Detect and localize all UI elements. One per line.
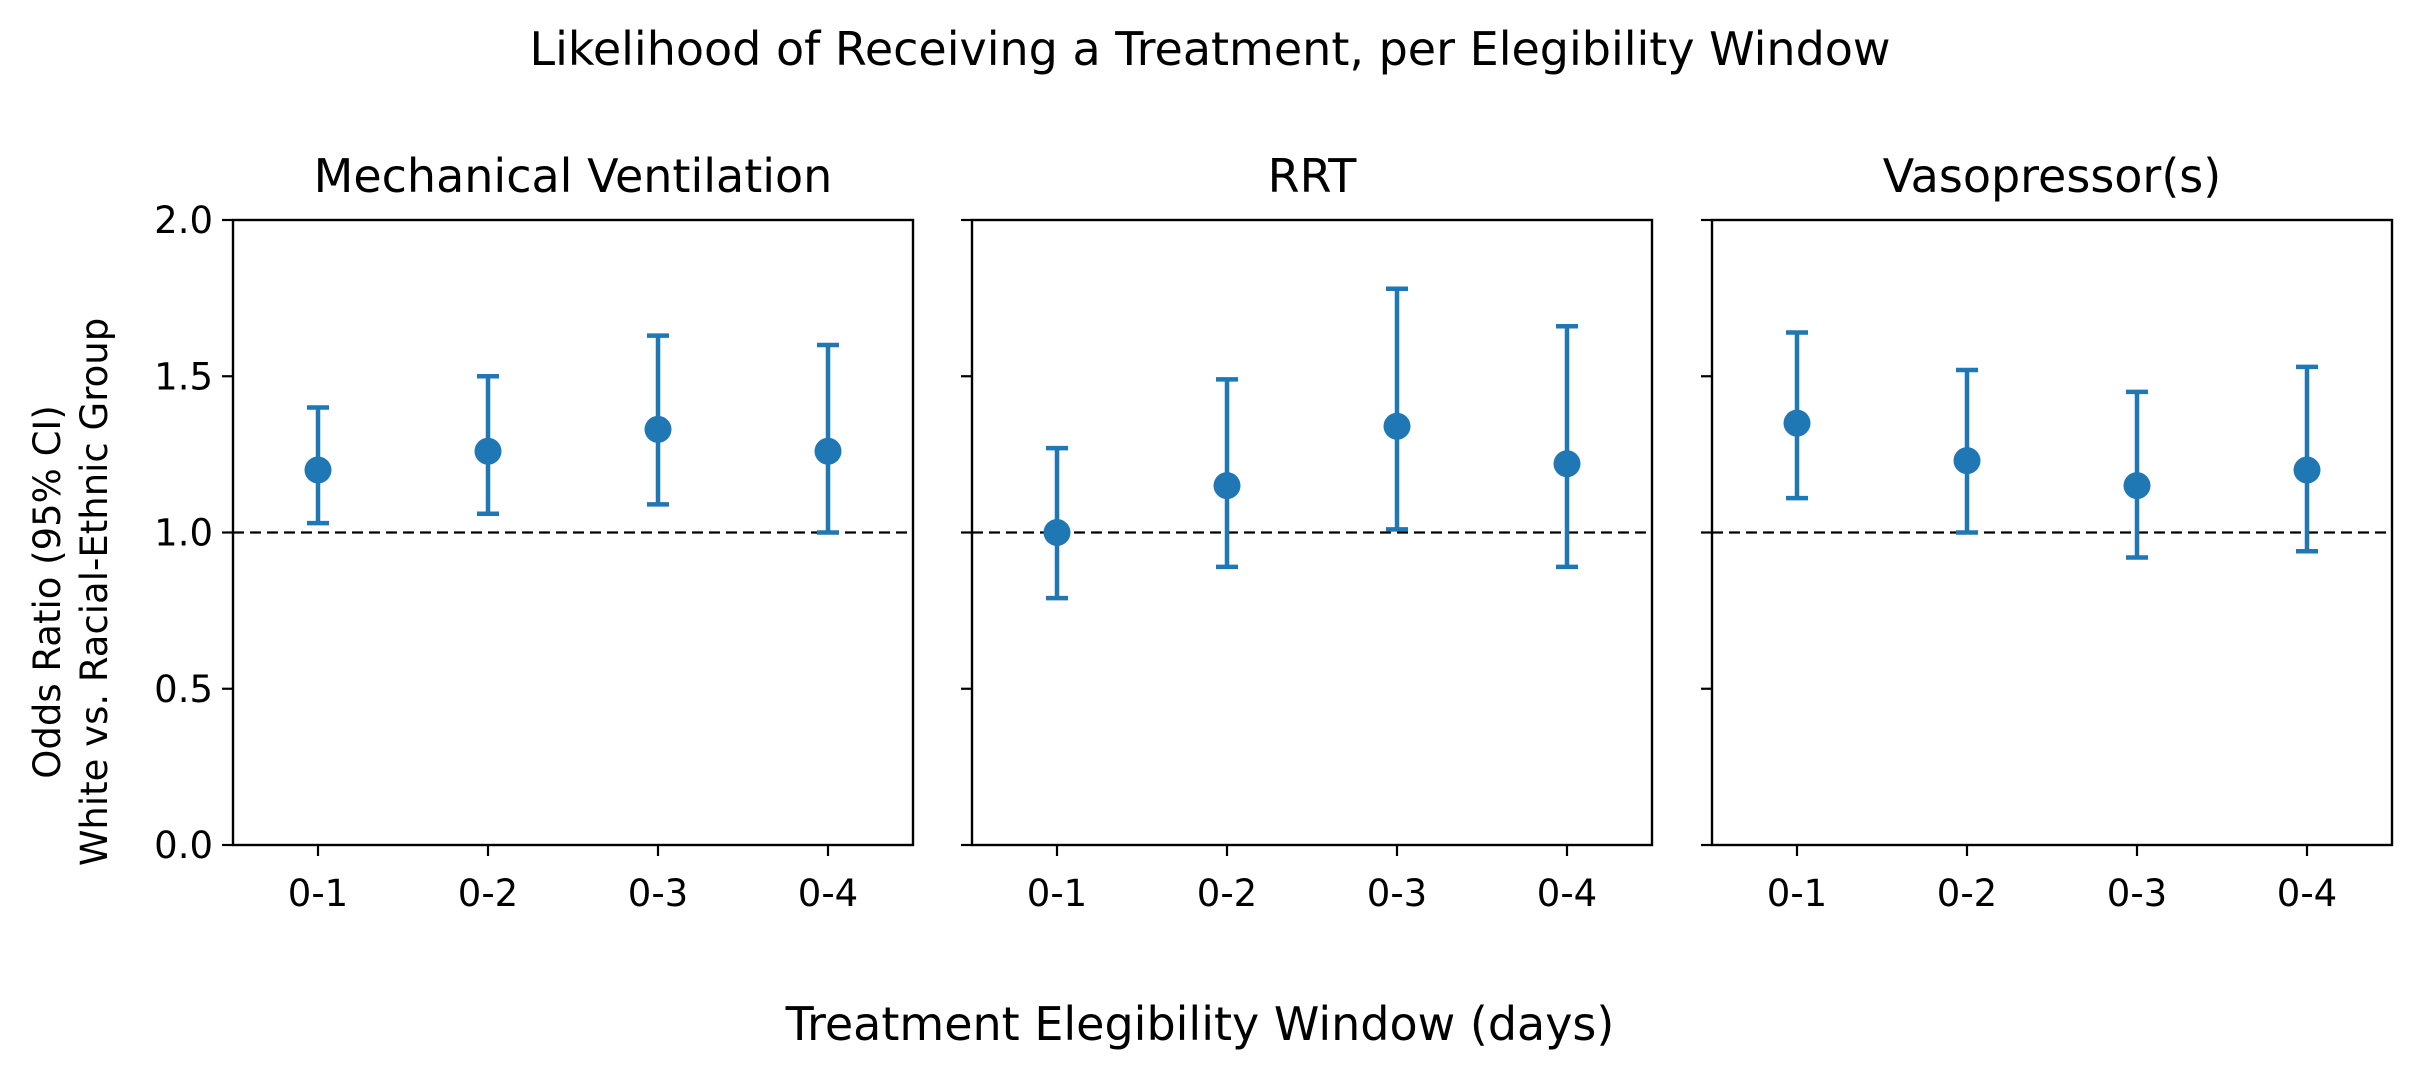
data-point bbox=[814, 437, 842, 465]
x-tick-label: 0-1 bbox=[1027, 872, 1087, 915]
y-tick-label: 0.5 bbox=[154, 668, 213, 711]
panel-1: Mechanical Ventilation 0.0 0.5 1.0 1.5 2.0 0-1… bbox=[154, 149, 915, 915]
axes-frame bbox=[970, 218, 1654, 847]
data-point bbox=[1043, 519, 1071, 546]
x-tick-label: 0-2 bbox=[1937, 872, 1997, 915]
data-point bbox=[2123, 472, 2151, 500]
panel-2: RRT 0-1 0-2 0-3 0-4 bbox=[961, 149, 1654, 915]
data-point bbox=[1783, 409, 1811, 437]
x-tick-label: 0-1 bbox=[1767, 872, 1827, 915]
x-tick-label: 0-4 bbox=[798, 872, 858, 915]
figure-title: Likelihood of Receiving a Treatment, per… bbox=[529, 22, 1890, 76]
panel-3: Vasopressor(s) 0-1 0-2 0-3 0-4 bbox=[1701, 149, 2394, 915]
x-tick-label: 0-2 bbox=[1197, 872, 1257, 915]
panel-title: Vasopressor(s) bbox=[1883, 149, 2221, 203]
data-point bbox=[304, 456, 332, 484]
data-point bbox=[1953, 447, 1981, 475]
y-tick-label: 1.5 bbox=[154, 355, 213, 398]
axes-frame bbox=[231, 218, 915, 847]
data-point bbox=[644, 415, 672, 443]
axes-frame bbox=[1710, 218, 2394, 847]
data-point bbox=[1553, 450, 1581, 478]
panel-title: RRT bbox=[1268, 149, 1358, 203]
data-point bbox=[474, 437, 502, 465]
y-tick-label: 1.0 bbox=[154, 512, 213, 555]
data-point bbox=[2293, 456, 2321, 484]
data-point bbox=[1213, 472, 1241, 500]
x-tick-label: 0-4 bbox=[2277, 872, 2337, 915]
x-tick-label: 0-3 bbox=[1367, 872, 1427, 915]
data-point bbox=[1383, 412, 1411, 440]
x-tick-label: 0-4 bbox=[1537, 872, 1597, 915]
panels: Mechanical Ventilation 0.0 0.5 1.0 1.5 2.0 0-1… bbox=[154, 149, 2394, 915]
x-tick-label: 0-2 bbox=[458, 872, 518, 915]
y-tick-label: 0.0 bbox=[154, 824, 213, 867]
y-tick-label: 2.0 bbox=[154, 199, 213, 242]
panel-title: Mechanical Ventilation bbox=[314, 149, 833, 203]
y-axis-label-line2: White vs. Racial-Ethnic Group bbox=[73, 318, 116, 866]
x-tick-label: 0-3 bbox=[628, 872, 688, 915]
x-tick-label: 0-3 bbox=[2107, 872, 2167, 915]
y-axis-label-line1: Odds Ratio (95% CI) bbox=[26, 405, 69, 779]
x-axis-label: Treatment Elegibility Window (days) bbox=[785, 997, 1615, 1051]
x-tick-label: 0-1 bbox=[288, 872, 348, 915]
